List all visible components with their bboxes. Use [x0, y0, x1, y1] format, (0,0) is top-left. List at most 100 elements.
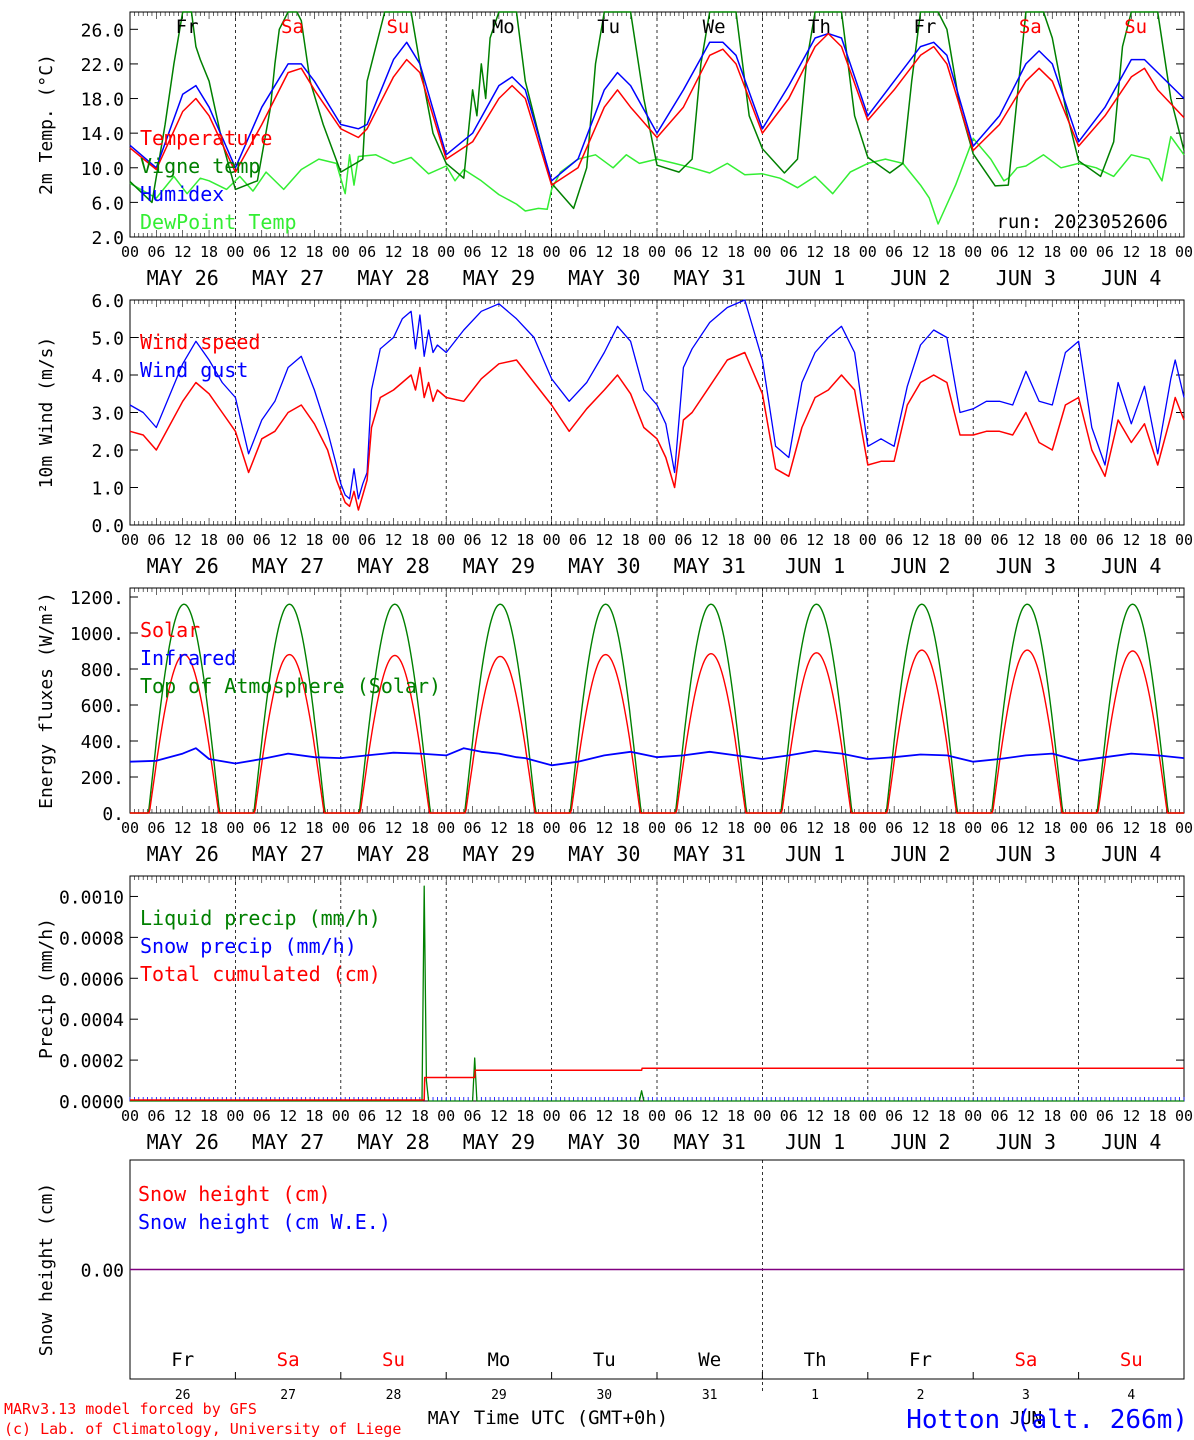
hour-label: 18 [305, 819, 323, 837]
hour-label: 06 [569, 819, 587, 837]
hour-label: 06 [464, 531, 482, 549]
hour-label: 00 [1070, 243, 1088, 261]
date-label: MAY 26 [147, 1130, 219, 1154]
hour-label: 12 [595, 243, 613, 261]
hour-label: 00 [964, 1107, 982, 1125]
date-label: JUN 4 [1101, 1130, 1161, 1154]
day-number-label: 31 [702, 1388, 718, 1403]
date-label: MAY 29 [463, 842, 535, 866]
day-number-label: 2 [917, 1388, 925, 1403]
date-label: MAY 30 [568, 1130, 640, 1154]
day-number-label: 28 [386, 1388, 402, 1403]
weekday-label: Fr [913, 16, 936, 38]
hour-label: 06 [358, 1107, 376, 1125]
date-label: MAY 30 [568, 554, 640, 578]
hour-label: 12 [911, 1107, 929, 1125]
hour-label: 12 [701, 1107, 719, 1125]
weekday-label: Mo [492, 16, 515, 38]
hour-label: 12 [1017, 243, 1035, 261]
legend-entry: Top of Atmosphere (Solar) [140, 674, 441, 698]
date-label: JUN 3 [996, 554, 1056, 578]
hour-label: 00 [121, 819, 139, 837]
hour-label: 18 [832, 531, 850, 549]
date-label: MAY 26 [147, 266, 219, 290]
hour-label: 00 [543, 243, 561, 261]
date-label: JUN 1 [785, 842, 845, 866]
series-line [130, 1067, 1184, 1101]
hour-label: 18 [938, 819, 956, 837]
hour-label: 12 [595, 1107, 613, 1125]
y-tick-label: 5.0 [91, 329, 124, 350]
hour-label: 18 [622, 531, 640, 549]
y-tick-label: 2.0 [91, 228, 124, 249]
hour-label: 00 [753, 819, 771, 837]
hour-label: 06 [885, 819, 903, 837]
hour-label: 06 [358, 531, 376, 549]
hour-label: 12 [806, 1107, 824, 1125]
hour-label: 18 [727, 243, 745, 261]
hour-label: 00 [648, 819, 666, 837]
hour-label: 12 [701, 531, 719, 549]
y-tick-label: 22.0 [81, 55, 124, 76]
legend-entry: DewPoint Temp [140, 210, 297, 234]
y-tick-label: 4.0 [91, 366, 124, 387]
hour-label: 06 [991, 1107, 1009, 1125]
y-tick-label: 0.0010 [59, 887, 124, 908]
hour-label: 06 [1096, 243, 1114, 261]
date-label: MAY 29 [463, 554, 535, 578]
hour-label: 18 [1043, 531, 1061, 549]
hour-label: 12 [384, 531, 402, 549]
day-number-label: 3 [1022, 1388, 1030, 1403]
panel-2: 6.0 5.0 4.0 3.0 2.0 1.0 0.0 10m Wind (m/s) Wind … [36, 291, 1193, 578]
hour-label: 00 [543, 1107, 561, 1125]
hour-label: 00 [332, 531, 350, 549]
hour-label: 00 [753, 243, 771, 261]
date-label: MAY 28 [357, 1130, 429, 1154]
hour-label: 18 [200, 819, 218, 837]
hour-label: 00 [859, 1107, 877, 1125]
y-axis-label: Energy fluxes (W/m²) [36, 592, 57, 809]
y-tick-label: 0. [102, 804, 124, 825]
day-number-label: 4 [1127, 1388, 1135, 1403]
y-axis-label: 10m Wind (m/s) [36, 337, 57, 489]
weekday-label: Mo [487, 1349, 510, 1371]
hour-label: 06 [1096, 819, 1114, 837]
legend-entry: Snow height (cm W.E.) [138, 1210, 391, 1234]
hour-label: 06 [1096, 531, 1114, 549]
hour-label: 18 [516, 243, 534, 261]
hour-label: 00 [859, 243, 877, 261]
station-label: Hotton (alt. 266m) [906, 1405, 1188, 1435]
y-tick-label: 3.0 [91, 404, 124, 425]
hour-label: 06 [147, 1107, 165, 1125]
x-axis-label: Time UTC (GMT+0h) [474, 1407, 668, 1429]
hour-label: 18 [411, 1107, 429, 1125]
legend-entry: Wind gust [140, 358, 248, 382]
hour-label: 18 [938, 243, 956, 261]
legend-entry: Solar [140, 618, 200, 642]
hour-label: 18 [832, 243, 850, 261]
y-axis-label: Precip (mm/h) [36, 918, 57, 1059]
hour-label: 18 [200, 1107, 218, 1125]
hour-label: 18 [938, 1107, 956, 1125]
model-credit: MARv3.13 model forced by GFS [4, 1400, 257, 1418]
hour-label: 12 [911, 819, 929, 837]
hour-label: 12 [1017, 819, 1035, 837]
date-label: MAY 31 [674, 266, 746, 290]
weekday-label: Tu [593, 1349, 616, 1371]
weekday-label: Su [386, 16, 409, 38]
hour-label: 00 [332, 819, 350, 837]
date-label: JUN 4 [1101, 554, 1161, 578]
day-number-label: 27 [280, 1388, 296, 1403]
y-tick-label: 2.0 [91, 441, 124, 462]
weekday-label: Fr [171, 1349, 194, 1371]
date-label: MAY 31 [674, 554, 746, 578]
y-tick-label: 26.0 [81, 20, 124, 41]
hour-label: 00 [437, 819, 455, 837]
date-label: JUN 3 [996, 842, 1056, 866]
date-label: MAY 27 [252, 554, 324, 578]
hour-label: 00 [859, 819, 877, 837]
weekday-label: Su [382, 1349, 405, 1371]
hour-label: 06 [569, 243, 587, 261]
hour-label: 18 [1043, 819, 1061, 837]
hour-label: 06 [674, 531, 692, 549]
